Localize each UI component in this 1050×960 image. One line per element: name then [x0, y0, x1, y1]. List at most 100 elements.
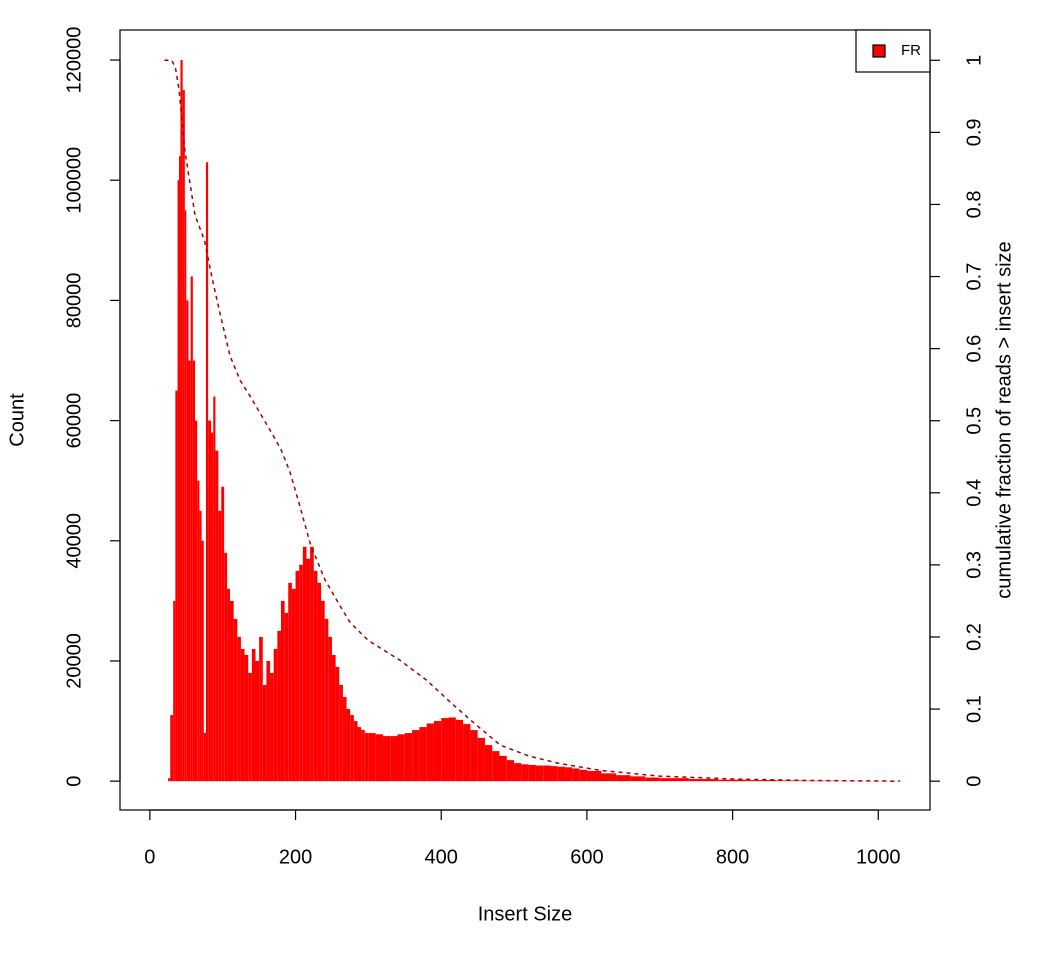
bar [557, 766, 566, 782]
bar [565, 767, 573, 782]
bar [288, 582, 292, 782]
x-tick-label: 800 [716, 846, 749, 868]
bar [484, 745, 493, 782]
bar [659, 778, 689, 782]
bar [186, 300, 189, 782]
bar [550, 766, 558, 782]
bar [244, 654, 249, 782]
bar [317, 582, 322, 782]
x-tick-label: 1000 [856, 846, 901, 868]
legend-label: FR [901, 42, 921, 59]
bar [211, 432, 214, 782]
bar [321, 600, 325, 782]
bar [339, 685, 343, 782]
bar [240, 648, 245, 782]
bar [280, 600, 285, 782]
bar [521, 764, 529, 782]
bar [277, 630, 281, 782]
y-tick-label: 20000 [63, 633, 85, 689]
bar [441, 718, 449, 782]
bar [747, 780, 777, 782]
y2-tick-label: 0.3 [963, 551, 985, 579]
y2-tick-label: 0 [963, 776, 985, 787]
bar [266, 660, 271, 782]
x-tick-label: 200 [279, 846, 312, 868]
bar [273, 648, 278, 782]
bar [616, 775, 631, 782]
bar [433, 721, 442, 782]
bar [215, 450, 219, 782]
y-tick-label: 100000 [63, 147, 85, 214]
bar [184, 210, 187, 782]
x-tick-label: 600 [570, 846, 603, 868]
bar [248, 672, 252, 782]
y-axis-label: Count [6, 393, 28, 447]
bar [470, 730, 478, 782]
bar [255, 660, 260, 782]
y2-tick-label: 0.6 [963, 335, 985, 363]
bar [645, 777, 660, 782]
bar [208, 420, 212, 782]
bar [463, 724, 471, 782]
bar [213, 396, 216, 782]
cumulative-line [164, 59, 901, 782]
bar [346, 709, 351, 782]
bar [397, 734, 405, 782]
bar [197, 480, 200, 782]
bar [688, 779, 719, 782]
bar [368, 733, 376, 782]
bar [168, 778, 171, 782]
bar [227, 588, 230, 782]
bar [499, 755, 507, 782]
bar [203, 733, 206, 782]
bar [535, 765, 544, 782]
y2-tick-label: 0.7 [963, 263, 985, 291]
bar [237, 636, 241, 782]
bar [718, 779, 748, 782]
bar [310, 546, 314, 782]
bar [233, 618, 238, 782]
bar [572, 768, 580, 782]
bar [205, 162, 209, 782]
bar [224, 552, 228, 782]
bar [361, 730, 365, 782]
bar [375, 734, 383, 782]
bar [229, 600, 234, 782]
bar [302, 546, 307, 782]
y-tick-label: 80000 [63, 273, 85, 329]
bar [514, 763, 522, 782]
bar [528, 764, 536, 782]
y2-tick-label: 0.4 [963, 479, 985, 507]
bar [448, 717, 456, 782]
bar [335, 666, 340, 782]
bar [353, 721, 358, 782]
bar [630, 776, 646, 782]
x-axis-label: Insert Size [478, 903, 572, 925]
bar [179, 156, 181, 782]
y2-tick-label: 1 [963, 55, 985, 66]
bar [350, 715, 354, 782]
bar [306, 558, 311, 782]
legend-box [855, 29, 931, 73]
bar [251, 648, 256, 782]
bar [776, 780, 806, 782]
bar [586, 770, 602, 782]
bar [455, 719, 464, 782]
bar [382, 736, 391, 782]
y2-tick-label: 0.2 [963, 623, 985, 651]
bar [190, 276, 193, 782]
x-tick-label: 400 [425, 846, 458, 868]
bar [182, 90, 185, 782]
bar [419, 727, 427, 782]
x-tick-label: 0 [144, 846, 155, 868]
bar [270, 672, 274, 782]
bar [170, 715, 174, 782]
bar [324, 618, 329, 782]
legend: FR [855, 29, 931, 73]
bar [192, 360, 196, 782]
bar [543, 765, 551, 782]
y-tick-label: 40000 [63, 513, 85, 569]
bar [412, 730, 420, 782]
bar [180, 60, 183, 782]
y2-tick-label: 0.1 [963, 695, 985, 723]
